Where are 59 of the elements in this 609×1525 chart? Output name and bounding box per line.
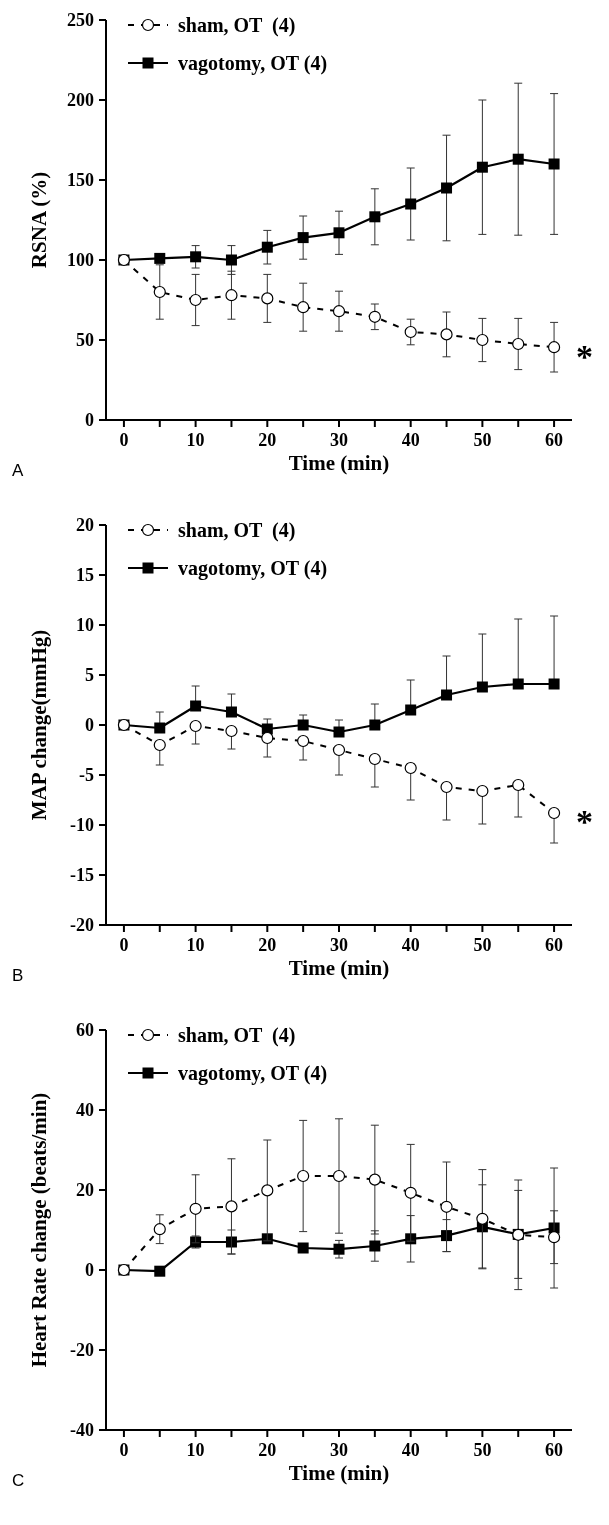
x-tick-label: 20	[258, 935, 277, 955]
y-axis-title: MAP change(mmHg)	[27, 629, 51, 821]
x-tick-label: 60	[545, 935, 564, 955]
y-tick-label: -5	[79, 765, 94, 786]
x-tick-label: 50	[473, 1440, 492, 1460]
x-axis-title: Time (min)	[288, 451, 390, 475]
y-axis-title: RSNA (%)	[27, 171, 51, 269]
x-tick-label: 20	[258, 1440, 277, 1460]
annotation: *	[576, 803, 594, 841]
y-tick-label: 0	[85, 410, 94, 431]
x-tick-label: 0	[119, 935, 129, 955]
y-axis-title: Heart Rate change (beats/min)	[27, 1092, 51, 1368]
x-tick-label: 20	[258, 430, 277, 450]
y-tick-label: 40	[76, 1100, 94, 1121]
text: A	[12, 461, 24, 480]
x-tick-label: 0	[119, 430, 129, 450]
y-tick-label: 0	[85, 1260, 94, 1281]
x-axis-title: Time (min)	[288, 1461, 390, 1485]
x-tick-label: 60	[545, 1440, 564, 1460]
y-tick-label: 0	[85, 715, 94, 736]
text: B	[12, 966, 24, 985]
legend-label: sham, OT (4)	[178, 519, 296, 542]
legend-label: vagotomy, OT (4)	[178, 1062, 328, 1085]
x-tick-label: 10	[186, 935, 205, 955]
legend-label: sham, OT (4)	[178, 1024, 296, 1047]
y-tick-label: 5	[85, 665, 94, 686]
y-tick-label: 250	[67, 10, 94, 31]
y-tick-label: -20	[70, 1340, 94, 1361]
x-tick-label: 40	[401, 430, 420, 450]
x-tick-label: 50	[473, 430, 492, 450]
x-tick-label: 30	[330, 1440, 348, 1460]
legend-label: vagotomy, OT (4)	[178, 52, 328, 75]
x-tick-label: 30	[330, 935, 348, 955]
y-tick-label: -20	[70, 915, 94, 936]
y-tick-label: 50	[76, 330, 94, 351]
legend-label: vagotomy, OT (4)	[178, 557, 328, 580]
y-tick-label: 20	[76, 515, 94, 536]
y-tick-label: -40	[70, 1420, 94, 1441]
x-tick-label: 60	[545, 430, 564, 450]
y-tick-label: -15	[70, 865, 94, 886]
text: C	[12, 1471, 25, 1490]
legend-label: sham, OT (4)	[178, 14, 296, 37]
x-tick-label: 40	[401, 935, 420, 955]
x-tick-label: 0	[119, 1440, 129, 1460]
y-tick-label: 20	[76, 1180, 94, 1201]
y-tick-label: 10	[76, 615, 94, 636]
y-tick-label: 150	[67, 170, 94, 191]
x-tick-label: 10	[186, 1440, 205, 1460]
annotation: *	[576, 337, 594, 375]
y-tick-label: -10	[70, 815, 94, 836]
y-tick-label: 60	[76, 1020, 94, 1041]
x-tick-label: 10	[186, 430, 205, 450]
x-tick-label: 50	[473, 935, 492, 955]
y-tick-label: 200	[67, 90, 94, 111]
x-tick-label: 30	[330, 430, 348, 450]
y-tick-label: 100	[67, 250, 94, 271]
x-axis-title: Time (min)	[288, 956, 390, 980]
x-tick-label: 40	[401, 1440, 420, 1460]
y-tick-label: 15	[76, 565, 94, 586]
